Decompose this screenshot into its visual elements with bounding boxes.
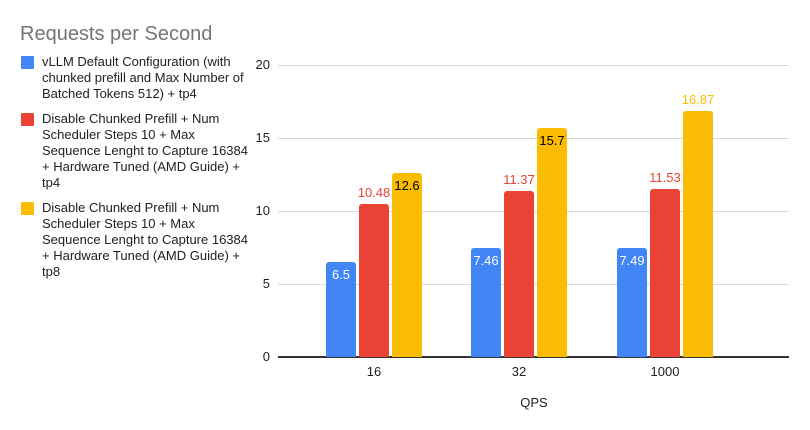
x-tick-label: 1000	[650, 364, 680, 379]
y-tick-label: 5	[262, 276, 270, 291]
legend-item: vLLM Default Configuration (with chunked…	[20, 54, 252, 102]
gridline	[278, 137, 789, 139]
legend-item: Disable Chunked Prefill + Num Scheduler …	[20, 111, 252, 191]
x-axis-baseline	[278, 356, 789, 358]
legend-swatch	[21, 202, 34, 215]
bar-label: 12.6	[394, 178, 420, 194]
bar	[617, 247, 647, 357]
bar	[504, 190, 534, 357]
bar	[683, 110, 713, 357]
legend-swatch	[21, 56, 34, 69]
gridline	[278, 64, 789, 66]
legend-label: Disable Chunked Prefill + Num Scheduler …	[42, 200, 249, 279]
bar-label: 11.37	[503, 171, 535, 187]
bar	[471, 248, 501, 357]
y-tick-label: 15	[255, 130, 270, 145]
y-tick-label: 20	[255, 57, 270, 72]
plot-area: 0 5 10 15 20 6.5 10.48 12.6 16 7.46 11.37 15.7 32 7.4…	[256, 57, 789, 379]
bar	[359, 203, 389, 357]
bar	[326, 262, 356, 357]
legend: vLLM Default Configuration (with chunked…	[20, 54, 252, 289]
y-tick-label: 10	[255, 203, 270, 218]
legend-label: vLLM Default Configuration (with chunked…	[42, 54, 244, 101]
bar-label: 11.53	[649, 169, 681, 185]
bar-label: 16.87	[681, 91, 715, 107]
legend-label: Disable Chunked Prefill + Num Scheduler …	[42, 111, 249, 190]
bar-label: 7.46	[473, 253, 499, 269]
legend-swatch	[21, 113, 34, 126]
bar-label: 6.5	[331, 267, 351, 283]
legend-item: Disable Chunked Prefill + Num Scheduler …	[20, 200, 252, 280]
x-tick-label: 32	[511, 364, 527, 379]
x-tick-label: 16	[366, 364, 382, 379]
x-axis-title: QPS	[520, 395, 548, 410]
bar-label: 15.7	[539, 132, 565, 148]
bar-label: 7.49	[619, 252, 645, 268]
y-tick-label: 0	[262, 349, 270, 364]
bar-label: 10.48	[357, 184, 391, 200]
bar	[392, 173, 422, 357]
bar	[537, 127, 567, 357]
chart-title: Requests per Second	[20, 23, 213, 45]
bar	[650, 188, 680, 357]
